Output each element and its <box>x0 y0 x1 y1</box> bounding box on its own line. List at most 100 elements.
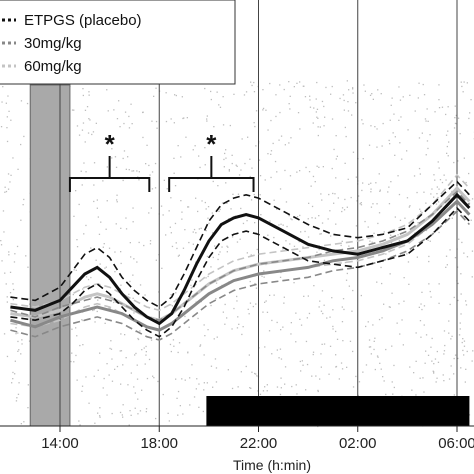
scatter-dot <box>131 123 133 125</box>
scatter-dot <box>20 100 23 102</box>
scatter-dot <box>97 299 99 301</box>
scatter-dot <box>182 247 185 249</box>
scatter-dot <box>256 375 258 377</box>
scatter-dot <box>231 387 234 390</box>
scatter-dot <box>115 166 118 168</box>
scatter-dot <box>177 351 179 354</box>
scatter-dot <box>418 306 420 308</box>
scatter-dot <box>181 96 183 98</box>
scatter-dot <box>2 86 4 88</box>
scatter-dot <box>91 133 93 136</box>
scatter-dot <box>216 336 218 338</box>
scatter-dot <box>347 101 349 103</box>
scatter-dot <box>255 145 257 147</box>
scatter-dot <box>174 94 176 96</box>
scatter-dot <box>305 389 307 391</box>
scatter-dot <box>139 284 142 286</box>
scatter-dot <box>288 81 290 83</box>
scatter-dot <box>18 349 20 351</box>
scatter-dot <box>85 376 87 378</box>
scatter-dot <box>307 295 309 297</box>
scatter-dot <box>322 166 324 168</box>
scatter-dot <box>398 303 400 305</box>
scatter-dot <box>295 384 297 386</box>
scatter-dot <box>453 296 455 299</box>
scatter-dot <box>374 337 376 339</box>
scatter-dot <box>96 310 98 313</box>
scatter-dot <box>143 347 145 349</box>
scatter-dot <box>325 86 327 89</box>
scatter-dot <box>136 364 138 366</box>
scatter-dot <box>344 126 346 129</box>
shaded-band-rect <box>29 84 71 427</box>
scatter-dot <box>388 186 390 188</box>
scatter-dot <box>78 203 80 206</box>
scatter-dot <box>94 422 96 424</box>
scatter-dot <box>106 166 108 168</box>
scatter-dot <box>340 362 343 364</box>
scatter-dot <box>453 357 455 360</box>
scatter-dot <box>445 179 447 181</box>
scatter-dot <box>279 111 281 114</box>
scatter-dot <box>308 312 311 315</box>
scatter-dot <box>438 231 440 234</box>
scatter-dot <box>370 191 372 193</box>
scatter-dot <box>175 242 177 244</box>
scatter-dot <box>429 134 431 136</box>
scatter-dot <box>449 249 451 251</box>
scatter-dot <box>335 135 337 137</box>
scatter-dot <box>333 202 335 204</box>
scatter-dot <box>450 338 452 340</box>
scatter-dot <box>173 157 175 159</box>
scatter-dot <box>320 310 323 312</box>
scatter-dot <box>136 261 138 263</box>
scatter-dot <box>425 334 428 336</box>
scatter-dot <box>120 251 122 253</box>
scatter-dot <box>76 239 78 241</box>
scatter-dot <box>436 350 438 353</box>
scatter-dot <box>207 206 210 208</box>
scatter-dot <box>215 381 218 383</box>
scatter-dot <box>415 332 417 334</box>
scatter-dot <box>365 364 368 366</box>
scatter-dot <box>176 247 178 250</box>
scatter-dot <box>351 310 353 312</box>
scatter-dot <box>381 145 383 147</box>
scatter-dot <box>187 206 189 208</box>
scatter-dot <box>9 181 11 183</box>
scatter-dot <box>3 333 6 335</box>
scatter-dot <box>73 269 75 271</box>
scatter-dot <box>364 220 366 223</box>
scatter-dot <box>346 272 348 275</box>
scatter-dot <box>361 189 363 192</box>
scatter-dot <box>267 129 269 131</box>
scatter-dot <box>203 354 205 356</box>
scatter-dot <box>308 171 311 173</box>
scatter-dot <box>346 206 348 208</box>
scatter-dot <box>98 233 101 235</box>
scatter-dot <box>93 200 95 203</box>
scatter-dot <box>88 118 90 120</box>
scatter-dot <box>96 199 98 201</box>
scatter-dot <box>329 316 331 318</box>
scatter-dot <box>3 231 5 233</box>
scatter-dot <box>431 188 433 190</box>
scatter-dot <box>89 119 91 121</box>
scatter-dot <box>233 93 235 95</box>
scatter-dot <box>204 335 206 337</box>
scatter-dot <box>216 91 218 93</box>
scatter-dot <box>145 351 147 353</box>
scatter-dot <box>438 302 440 304</box>
scatter-dot <box>390 181 392 183</box>
scatter-dot <box>434 358 437 360</box>
scatter-dot <box>198 383 200 385</box>
scatter-dot <box>387 191 389 193</box>
scatter-dot <box>1 260 3 262</box>
scatter-dot <box>142 111 144 114</box>
scatter-dot <box>71 352 73 354</box>
scatter-dot <box>237 193 240 195</box>
scatter-dot <box>273 236 275 239</box>
scatter-dot <box>148 358 151 361</box>
scatter-dot <box>285 201 288 203</box>
scatter-dot <box>122 179 124 182</box>
